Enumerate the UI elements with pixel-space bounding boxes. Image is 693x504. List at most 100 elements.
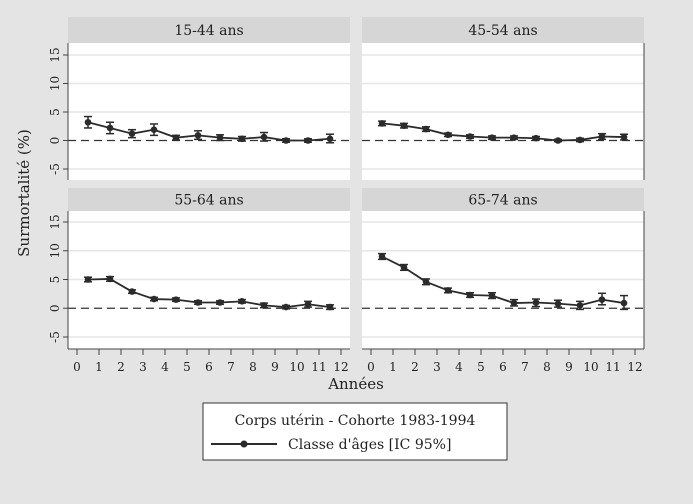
- data-point: [282, 303, 290, 311]
- y-tick-label: 5: [48, 108, 62, 116]
- panel-header: [362, 188, 644, 211]
- data-point: [172, 296, 180, 303]
- data-point: [620, 133, 628, 141]
- y-tick-label: 0: [48, 137, 62, 145]
- x-tick-label: 3: [433, 360, 441, 374]
- data-point: [620, 299, 628, 307]
- x-axis-label: Années: [327, 375, 384, 393]
- data-point: [172, 134, 180, 141]
- panel-title: 45-54 ans: [468, 23, 537, 39]
- data-point: [444, 287, 452, 294]
- data-point: [304, 300, 312, 308]
- y-tick-label: 15: [48, 47, 62, 62]
- legend-marker-symbol: [240, 440, 248, 448]
- data-point: [194, 132, 202, 139]
- series-line: [381, 122, 625, 142]
- y-tick-label: -5: [48, 331, 62, 343]
- data-point: [466, 291, 474, 299]
- data-point: [554, 300, 562, 307]
- data-point: [84, 118, 92, 126]
- panel-15-44-ans: 15-44 ans -5 0 5 10 15: [48, 17, 350, 180]
- x-tick-label: 6: [499, 360, 507, 374]
- legend-title: Corps utérin - Cohorte 1983-1994: [235, 413, 476, 429]
- panel-header: [362, 17, 644, 43]
- data-point: [422, 125, 430, 133]
- data-point: [216, 299, 224, 306]
- x-tick-label: 1: [95, 360, 103, 374]
- x-tick-label: 5: [183, 360, 191, 374]
- x-tick-label: 11: [311, 360, 326, 374]
- data-point: [554, 137, 562, 144]
- x-tick-label: 1: [389, 360, 397, 374]
- legend-box: [202, 402, 508, 461]
- data-point: [84, 276, 92, 283]
- x-tick-label: 9: [565, 360, 573, 374]
- x-tick-label: 4: [161, 360, 169, 374]
- data-point: [488, 134, 496, 141]
- data-point: [238, 298, 246, 305]
- x-tick-label: 7: [227, 360, 235, 374]
- legend: Corps utérin - Cohorte 1983-1994 Classe …: [202, 402, 508, 461]
- data-point: [422, 278, 430, 286]
- x-tick-label: 10: [289, 360, 304, 374]
- data-point: [216, 134, 224, 141]
- x-tick-label: 0: [367, 360, 375, 374]
- y-tick-label: 15: [48, 214, 62, 229]
- x-tick-label: 0: [73, 360, 81, 374]
- data-point: [150, 126, 158, 133]
- x-tick-label: 6: [205, 360, 213, 374]
- data-point: [260, 133, 268, 141]
- x-tick-label: 11: [605, 360, 620, 374]
- x-tick-label: 7: [521, 360, 529, 374]
- data-point: [260, 302, 268, 309]
- data-point: [326, 135, 334, 143]
- data-point: [106, 124, 114, 132]
- panel-title: 15-44 ans: [174, 23, 243, 39]
- panel-header: [68, 188, 350, 211]
- data-point: [128, 130, 136, 137]
- x-tick-label: 12: [627, 360, 642, 374]
- data-point: [598, 296, 606, 303]
- x-tick-label: 12: [333, 360, 348, 374]
- x-tick-label: 9: [271, 360, 279, 374]
- data-point: [238, 135, 246, 143]
- x-tick-label: 3: [139, 360, 147, 374]
- data-point: [326, 303, 334, 311]
- data-point: [106, 275, 114, 283]
- x-tick-label: 10: [583, 360, 598, 374]
- data-point: [510, 134, 518, 141]
- data-point: [400, 122, 408, 129]
- y-tick-label: 5: [48, 276, 62, 284]
- x-tick-label: 2: [117, 360, 125, 374]
- data-point: [150, 295, 158, 303]
- data-point: [444, 131, 452, 139]
- panel-title: 55-64 ans: [174, 193, 243, 209]
- series-line: [87, 121, 331, 142]
- y-tick-label: 0: [48, 304, 62, 312]
- data-point: [532, 134, 540, 142]
- data-point: [378, 120, 386, 127]
- data-point: [598, 133, 606, 140]
- y-tick-label: -5: [48, 163, 62, 175]
- legend-entry: Classe d'âges [IC 95%]: [288, 437, 451, 453]
- y-axis-label: Surmortalité (%): [15, 129, 33, 257]
- x-tick-label: 4: [455, 360, 463, 374]
- x-tick-label: 8: [249, 360, 257, 374]
- panel-45-54-ans: 45-54 ans: [362, 17, 645, 180]
- data-point: [576, 302, 584, 309]
- data-point: [378, 253, 386, 260]
- data-point: [488, 292, 496, 299]
- data-point: [532, 299, 540, 306]
- data-point: [194, 299, 202, 306]
- data-point: [466, 133, 474, 140]
- data-point: [304, 137, 312, 144]
- panel-header: [68, 17, 350, 43]
- data-point: [576, 136, 584, 144]
- data-point: [510, 299, 518, 307]
- x-tick-label: 5: [477, 360, 485, 374]
- x-tick-label: 8: [543, 360, 551, 374]
- x-tick-label: 2: [411, 360, 419, 374]
